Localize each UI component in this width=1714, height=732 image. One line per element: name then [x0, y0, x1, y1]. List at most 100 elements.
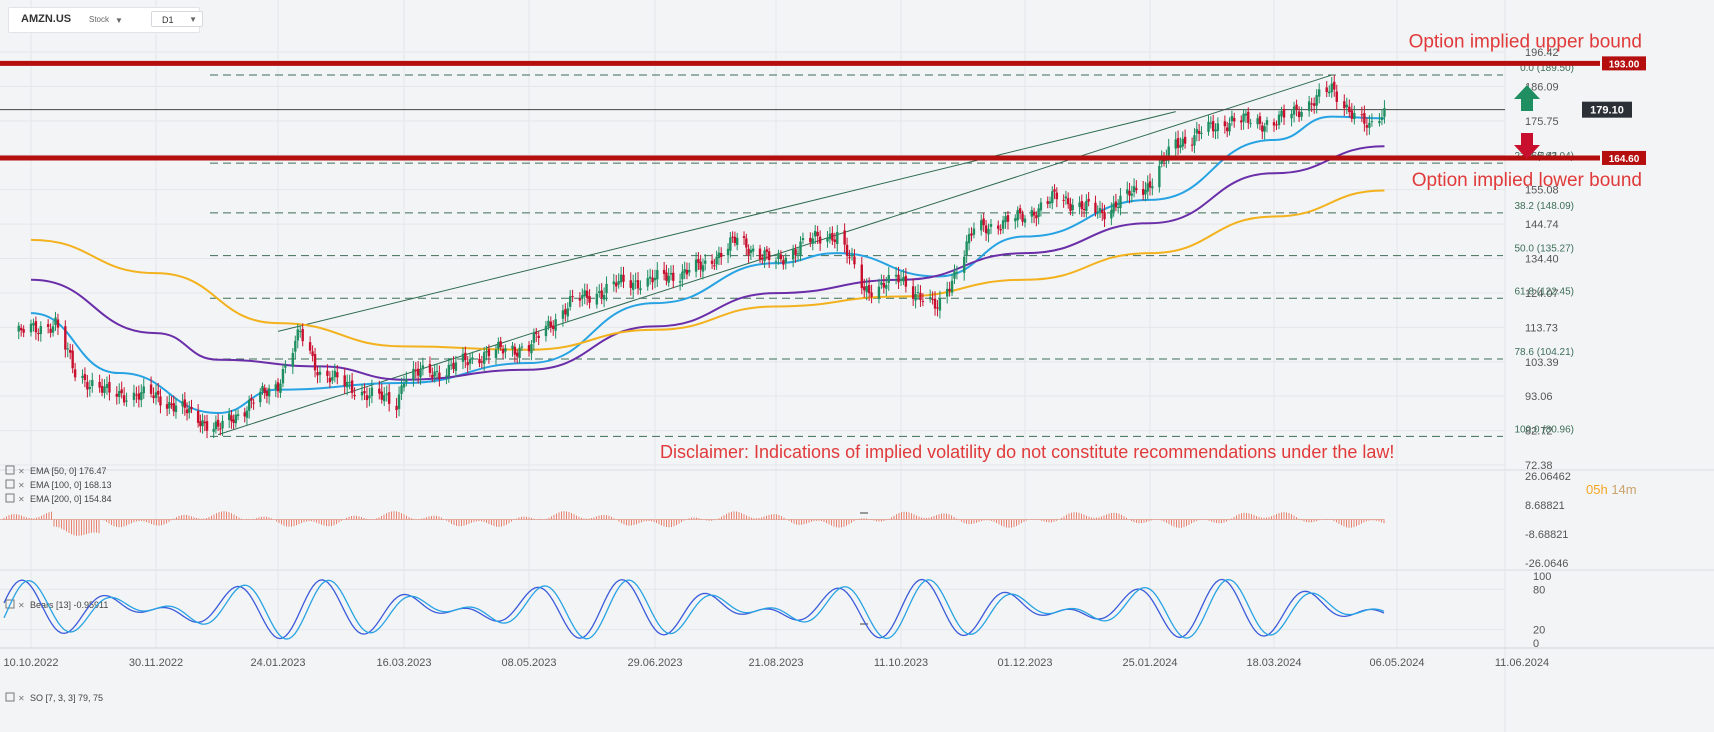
candle-body — [71, 350, 74, 369]
candle-body — [818, 236, 822, 244]
candle-body — [276, 382, 280, 392]
x-tick-label: 21.08.2023 — [748, 657, 803, 669]
candle-body — [678, 281, 682, 283]
y-tick-label: 93.06 — [1525, 391, 1553, 403]
symbol-toolbar: AMZN.US Stock ▼ D1 ▼ — [8, 7, 203, 33]
candle-body — [639, 288, 642, 291]
candle-body — [294, 340, 297, 352]
bears-histogram — [3, 511, 1385, 536]
candle-body — [1135, 188, 1138, 191]
symbol-label[interactable]: AMZN.US — [21, 13, 72, 25]
candle-body — [1151, 186, 1154, 189]
candle-body — [1307, 101, 1311, 111]
candle-body — [159, 396, 162, 406]
candle-body — [1132, 186, 1136, 193]
y-tick-label: 186.09 — [1525, 81, 1559, 93]
candle-body — [435, 371, 439, 373]
candle-body — [791, 249, 795, 260]
fibonacci-label: 61.8 (122.45) — [1515, 286, 1575, 297]
candle-body — [1297, 111, 1301, 118]
candle-body — [928, 297, 932, 300]
candle-body — [914, 294, 917, 301]
candle-body — [568, 296, 572, 307]
legend-item: ✕ EMA [100, 0] 168.13 — [5, 479, 112, 490]
so-y-tick-label: 0 — [1533, 638, 1539, 650]
candle-body — [279, 383, 282, 393]
candle-body — [701, 265, 705, 272]
candle-body — [938, 298, 942, 311]
candle-body — [1348, 106, 1351, 113]
candle-body — [313, 354, 317, 371]
candle-body — [747, 248, 750, 255]
candle-body — [916, 292, 920, 294]
legend-label: EMA [100, 0] 168.13 — [30, 480, 112, 490]
candle-body — [882, 282, 886, 288]
candle-body — [972, 228, 976, 235]
candle-body — [385, 393, 388, 396]
candle-body — [1209, 122, 1213, 124]
candle-body — [1162, 159, 1166, 162]
candle-body — [348, 382, 351, 384]
legend-remove-icon: ✕ — [18, 495, 25, 504]
candle-body — [236, 414, 240, 416]
candle-body — [729, 237, 732, 251]
candle-body — [836, 232, 839, 244]
candle-body — [428, 364, 432, 373]
candle-body — [397, 394, 401, 409]
x-tick-label: 24.01.2023 — [250, 657, 305, 669]
candle-body — [1328, 91, 1331, 94]
candle-body — [350, 380, 354, 393]
candle-body — [232, 419, 235, 423]
candle-body — [669, 273, 673, 275]
candle-body — [196, 411, 200, 423]
candle-body — [245, 410, 249, 418]
candle-body — [782, 260, 785, 265]
candle-body — [100, 385, 104, 393]
candle-body — [1146, 183, 1149, 192]
candle-body — [336, 372, 339, 378]
timeframe-select[interactable]: D1 ▼ — [151, 11, 203, 27]
candle-body — [168, 402, 171, 409]
candle-body — [1174, 139, 1177, 149]
candle-body — [646, 277, 649, 287]
candle-body — [318, 371, 322, 375]
candle-body — [1018, 208, 1022, 214]
candle-body — [56, 319, 60, 328]
candle-body — [343, 375, 346, 387]
candle-body — [880, 282, 883, 285]
candle-body — [731, 236, 734, 238]
candle-body — [83, 374, 87, 381]
candle-body — [1226, 127, 1229, 132]
candle-body — [32, 322, 35, 326]
candle-body — [699, 261, 702, 270]
trend-channel-line — [217, 74, 1332, 436]
candle-body — [1179, 144, 1182, 148]
candle-body — [301, 329, 304, 342]
candle-body — [1330, 83, 1333, 93]
candle-body — [1378, 120, 1381, 124]
candle-body — [1069, 203, 1072, 212]
candle-body — [715, 256, 718, 265]
x-tick-label: 25.01.2024 — [1122, 657, 1177, 669]
candle-body — [1233, 117, 1236, 122]
x-tick-label: 18.03.2024 — [1246, 657, 1301, 669]
candle-body — [308, 342, 312, 351]
candle-body — [1230, 115, 1234, 122]
candle-body — [911, 286, 915, 299]
candle-body — [368, 395, 371, 399]
candle-body — [1258, 116, 1262, 124]
candle-body — [468, 359, 472, 364]
disclaimer-text: Disclaimer: Indications of implied volat… — [660, 442, 1394, 462]
candle-body — [1200, 132, 1203, 134]
candle-body — [1144, 189, 1147, 195]
candle-body — [1310, 103, 1313, 105]
symbol-dropdown-icon[interactable]: ▼ — [115, 16, 123, 25]
candle-body — [1130, 193, 1134, 196]
legend-remove-icon: ✕ — [18, 694, 25, 703]
candle-body — [88, 386, 92, 389]
candle-body — [1244, 113, 1248, 116]
candle-body — [1368, 122, 1371, 128]
candle-body — [697, 259, 700, 263]
